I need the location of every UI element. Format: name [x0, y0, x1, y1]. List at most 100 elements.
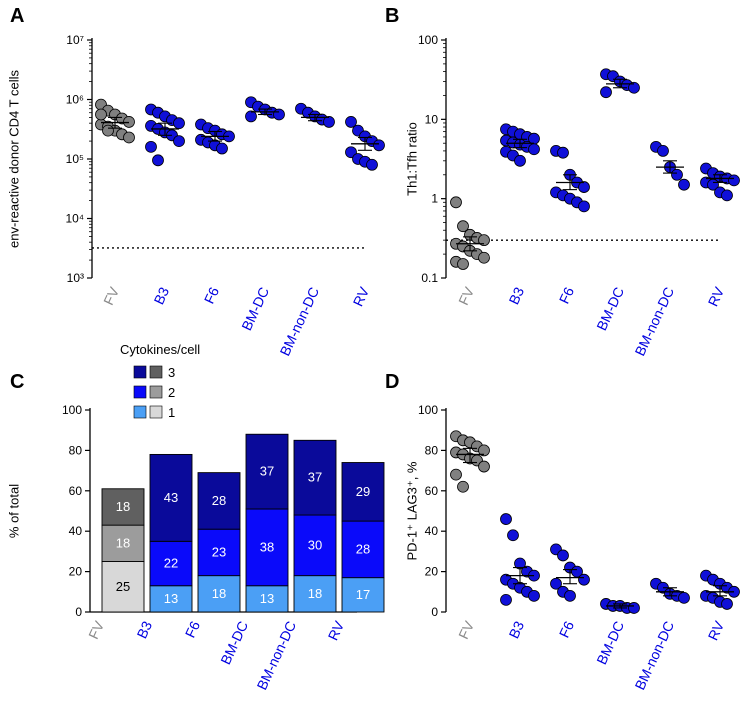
bar-segment-label: 28: [356, 541, 370, 556]
legend-swatch-blue: [133, 365, 147, 379]
data-point: [628, 81, 640, 94]
bar-segment-label: 37: [308, 470, 322, 485]
data-point: [600, 86, 612, 99]
data-point: [564, 589, 576, 602]
y-axis-title-d: PD-1⁺ LAG3⁺, %: [405, 461, 420, 560]
bar-segment: [293, 514, 337, 577]
y-tick-label: 100: [418, 33, 438, 47]
y-axis-title-b: Th1:Tfh ratio: [405, 122, 420, 196]
category-label: F6: [201, 284, 222, 306]
bar-segment: [101, 488, 145, 526]
legend-swatch-blue: [133, 405, 147, 419]
data-point: [678, 178, 690, 191]
bar-segment-label: 38: [260, 539, 274, 554]
y-tick-label: 1: [431, 192, 438, 206]
data-point: [500, 513, 512, 525]
data-point: [657, 145, 669, 157]
category-label: FV: [455, 618, 477, 642]
data-point: [557, 549, 569, 562]
y-tick-label: 80: [69, 443, 83, 457]
data-point: [628, 602, 640, 614]
data-point: [450, 196, 462, 209]
legend-label: 1: [168, 405, 175, 420]
y-tick-label: 10⁷: [66, 33, 84, 47]
y-tick-label: 10⁵: [66, 152, 84, 166]
data-point: [173, 117, 185, 130]
data-point: [528, 143, 540, 156]
data-point: [373, 139, 385, 152]
data-point: [273, 108, 285, 121]
bar-segment: [101, 561, 145, 613]
bar-segment-label: 37: [260, 464, 274, 479]
category-label: BM-non-DC: [631, 285, 677, 359]
data-point: [152, 154, 164, 167]
category-label: RV: [705, 618, 728, 643]
bar-segment: [197, 528, 241, 577]
legend-swatch-blue: [133, 385, 147, 399]
data-point: [528, 589, 540, 602]
legend-label: 3: [168, 365, 175, 380]
legend-swatch-grey: [149, 385, 163, 399]
data-point: [345, 116, 357, 128]
category-label: RV: [705, 284, 728, 309]
panel-label-b: B: [385, 5, 399, 27]
y-tick-label: 40: [425, 524, 439, 538]
bar-segment: [197, 575, 241, 613]
data-point: [478, 234, 490, 247]
data-point: [578, 573, 590, 586]
y-tick-label: 0.1: [421, 271, 438, 285]
bar-segment-label: 25: [116, 579, 130, 594]
category-label: F6: [182, 618, 203, 640]
category-label: BM-non-DC: [276, 285, 322, 359]
category-label: BM-DC: [593, 285, 627, 333]
data-point: [578, 200, 590, 213]
data-point: [678, 591, 690, 604]
data-point: [102, 124, 114, 137]
panel-label-a: A: [10, 5, 24, 27]
y-tick-label: 10³: [67, 271, 84, 285]
y-tick-label: 10: [425, 112, 439, 126]
category-label: F6: [556, 618, 577, 640]
bar-segment: [245, 585, 289, 613]
bar-segment-label: 28: [212, 493, 226, 508]
category-label: RV: [325, 618, 348, 643]
bar-segment-label: 43: [164, 490, 178, 505]
data-point: [721, 598, 733, 610]
legend-label: 2: [168, 385, 175, 400]
data-point: [245, 110, 257, 123]
bar-segment: [149, 453, 193, 542]
data-point: [728, 174, 740, 187]
y-tick-label: 20: [69, 565, 83, 579]
category-label: BM-DC: [593, 619, 627, 667]
y-tick-label: 60: [69, 484, 83, 498]
category-label: BM-DC: [238, 285, 272, 333]
legend-title: Cytokines/cell: [120, 342, 200, 357]
bar-segment: [341, 520, 385, 579]
data-point: [450, 468, 462, 481]
category-label: B3: [133, 618, 155, 640]
y-axis-title-a: env-reactive donor CD4 T cells: [7, 70, 22, 248]
bar-segment: [245, 508, 289, 587]
panel-label-d: D: [385, 371, 399, 393]
y-tick-label: 100: [418, 403, 438, 417]
bar-segment-label: 13: [260, 591, 274, 606]
bar-segment-label: 18: [116, 535, 130, 550]
bar-segment-label: 13: [164, 591, 178, 606]
data-point: [478, 444, 490, 457]
panel-label-c: C: [10, 371, 24, 393]
data-point: [578, 181, 590, 193]
data-point: [123, 131, 135, 144]
y-tick-label: 80: [425, 443, 439, 457]
bar-segment-label: 17: [356, 587, 370, 602]
y-tick-label: 40: [69, 524, 83, 538]
category-label: FV: [85, 618, 107, 642]
bar-segment-label: 18: [308, 586, 322, 601]
bar-segment: [245, 433, 289, 510]
data-point: [500, 593, 512, 606]
bar-segment: [293, 575, 337, 613]
bar-segment-label: 23: [212, 544, 226, 559]
bar-segment: [197, 472, 241, 530]
category-label: RV: [350, 284, 373, 309]
data-point: [145, 140, 157, 153]
